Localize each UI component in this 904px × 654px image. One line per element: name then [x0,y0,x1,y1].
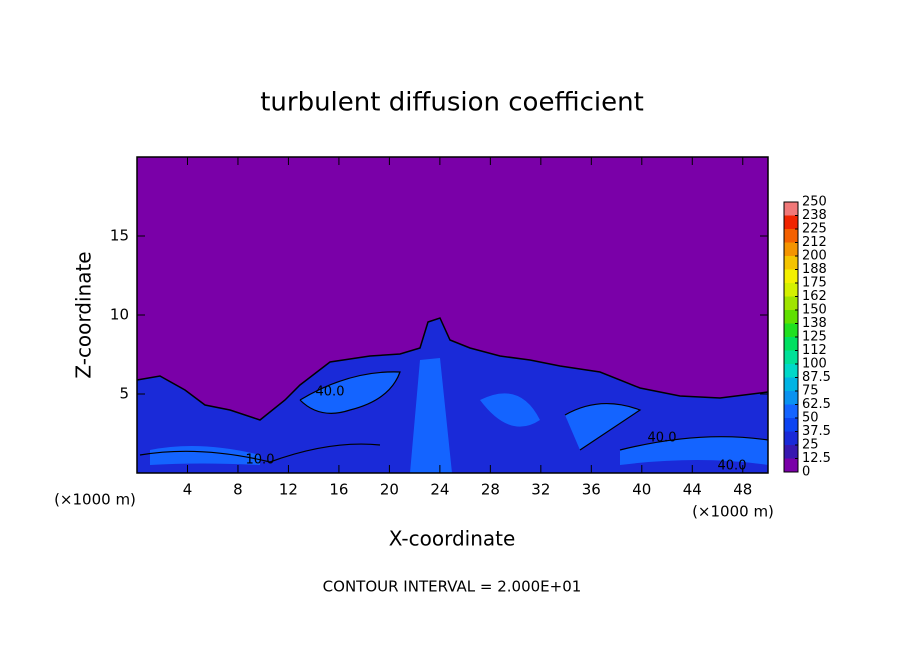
colorbar-bin [784,337,798,351]
colorbar-label: 238 [802,208,827,223]
x-tick-label: 8 [233,481,243,499]
colorbar-label: 25 [802,438,819,453]
colorbar-bin [784,215,798,229]
colorbar-label: 112 [802,343,827,358]
x-tick-label: 12 [279,481,298,499]
x-tick-label: 32 [531,481,550,499]
field-region [137,318,768,473]
x-tick-label: 4 [183,481,193,499]
colorbar-label: 138 [802,316,827,331]
y-tick-label: 5 [119,385,129,403]
x-unit-label: (×1000 m) [692,503,774,521]
y-tick-label: 15 [110,227,129,245]
colorbar-bin [784,202,798,216]
colorbar-label: 250 [802,195,827,210]
contour-line [136,317,769,421]
colorbar-label: 212 [802,235,827,250]
colorbar-bin [784,418,798,432]
colorbar-label: 188 [802,262,827,277]
x-tick-label: 16 [329,481,348,499]
contour-label: 40.0 [316,385,345,400]
colorbar-bin [784,431,798,445]
colorbar-bin [784,445,798,459]
field [136,157,769,473]
contour-line [139,371,769,463]
y-axis-label: Z-coordinate [72,251,96,378]
contour-label: 40.0 [718,459,747,474]
x-tick-label: 48 [733,481,752,499]
contour-label: 40.0 [648,431,677,446]
field-highlight [150,358,768,473]
x-unit-label: (×1000 m) [54,491,136,509]
colorbar-bin [784,377,798,391]
y-tick-label: 10 [110,306,129,324]
colorbar-label: 200 [802,249,827,264]
x-tick-label: 44 [683,481,702,499]
colorbar-label: 37.5 [802,424,831,439]
chart-title: turbulent diffusion coefficient [260,88,644,118]
x-axis-label: X-coordinate [389,527,516,551]
x-tick-label: 36 [582,481,601,499]
colorbar-bin [784,310,798,324]
colorbar-label: 0 [802,465,810,480]
colorbar-bin [784,458,798,472]
x-tick-label: 20 [380,481,399,499]
colorbar-label: 150 [802,303,827,318]
colorbar-bin [784,364,798,378]
colorbar-bin [784,296,798,310]
colorbar-label: 175 [802,276,827,291]
colorbar-label: 50 [802,411,819,426]
colorbar-bin [784,283,798,297]
contour-label: 10.0 [246,453,275,468]
colorbar-bin [784,256,798,270]
colorbar-label: 87.5 [802,370,831,385]
colorbar-label: 162 [802,289,827,304]
colorbar-bin [784,323,798,337]
colorbar-label: 75 [802,384,819,399]
colorbar-bin [784,242,798,256]
colorbar-bin [784,229,798,243]
x-tick-label: 28 [481,481,500,499]
footer: CONTOUR INTERVAL = 2.000E+01 [323,578,582,596]
colorbar-label: 125 [802,330,827,345]
x-tick-label: 40 [632,481,651,499]
colorbar-bin [784,404,798,418]
colorbar-label: 12.5 [802,451,831,466]
colorbar-label: 100 [802,357,827,372]
colorbar-label: 225 [802,222,827,237]
colorbar-label: 62.5 [802,397,831,412]
colorbar-bin [784,391,798,405]
x-tick-label: 24 [430,481,449,499]
colorbar-bin [784,269,798,283]
colorbar-bin [784,350,798,364]
